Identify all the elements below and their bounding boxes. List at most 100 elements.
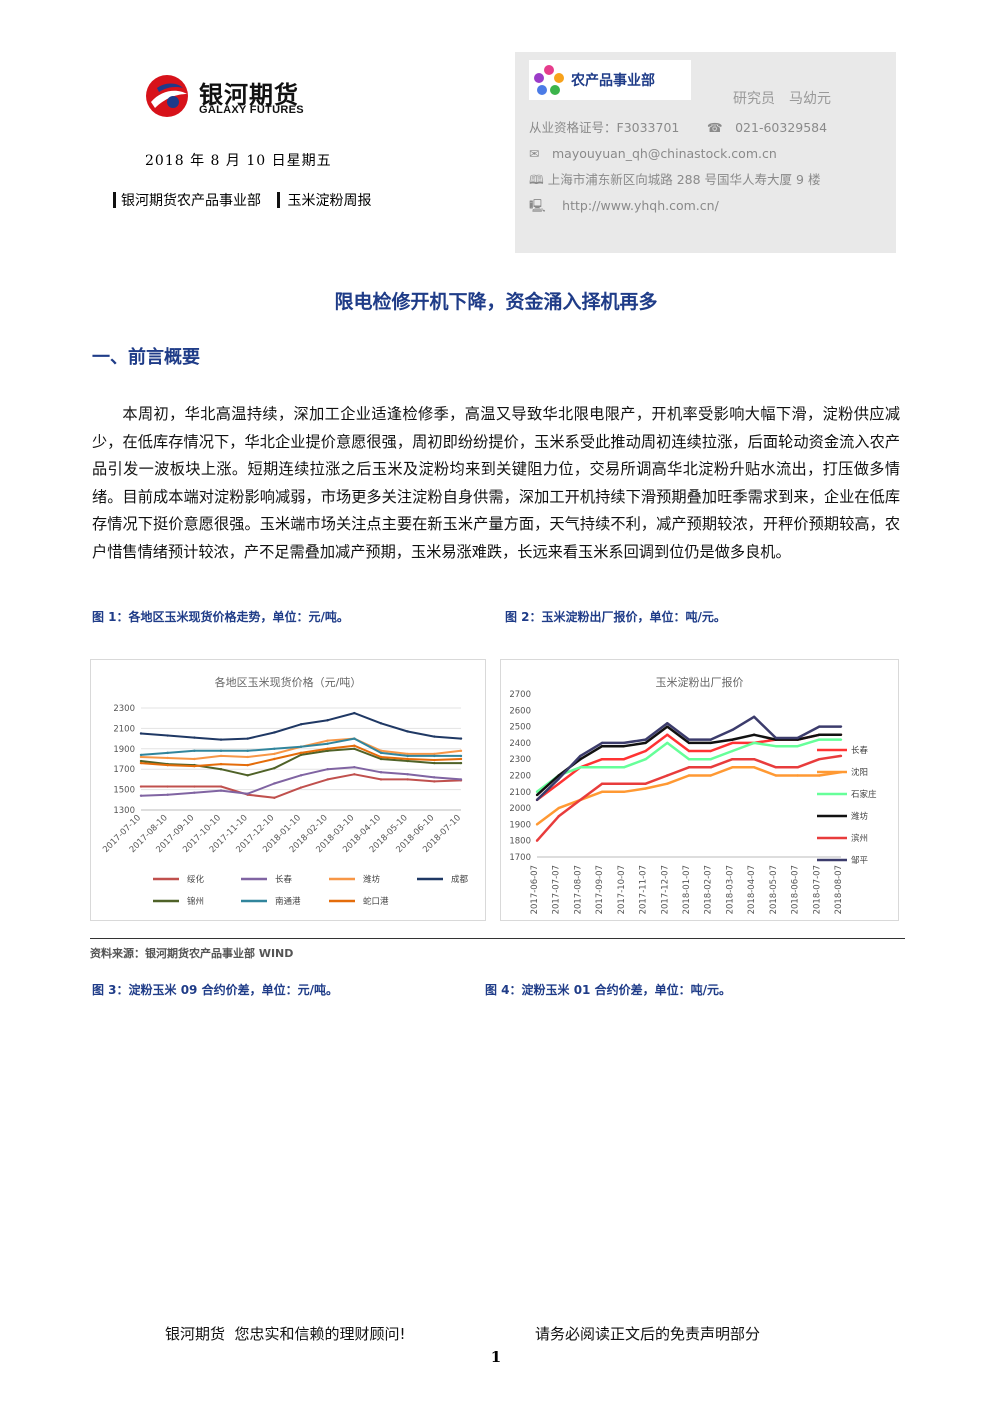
legend-label: 长春 <box>275 874 293 885</box>
data-point <box>139 794 143 797</box>
data-point <box>433 752 436 756</box>
data-point <box>687 758 691 761</box>
legend-label: 潍坊 <box>363 874 381 885</box>
data-point <box>433 758 436 762</box>
data-point <box>406 773 409 776</box>
data-point <box>433 780 436 783</box>
data-point <box>535 798 539 802</box>
data-point <box>557 782 560 785</box>
y-tick-label: 2700 <box>509 690 531 700</box>
data-point <box>579 754 582 758</box>
data-point <box>299 745 303 748</box>
data-point <box>379 755 383 759</box>
data-point <box>379 757 383 761</box>
data-point <box>709 738 712 741</box>
website-row: 🖳 http://www.yhqh.com.cn/ <box>529 195 719 218</box>
data-point <box>752 715 756 719</box>
data-point <box>246 755 249 759</box>
data-point <box>644 749 647 753</box>
data-point <box>731 758 734 761</box>
y-tick-label: 2600 <box>509 706 531 716</box>
data-point <box>535 790 539 793</box>
data-point <box>406 730 409 733</box>
data-point <box>687 774 691 777</box>
figure3-caption: 图 3：淀粉玉米 09 合约价差，单位：元/吨。 <box>92 983 338 997</box>
data-point <box>246 749 249 753</box>
data-point <box>709 774 712 777</box>
dept-tag: 农产品事业部 <box>529 60 691 100</box>
data-point <box>326 742 329 745</box>
data-point <box>557 815 560 818</box>
y-tick-label: 1300 <box>113 806 135 816</box>
x-tick-label: 2018-06-07 <box>791 865 801 914</box>
data-point <box>752 758 756 761</box>
data-point <box>326 768 329 771</box>
dept-bar <box>113 192 116 208</box>
data-point <box>433 754 436 758</box>
data-point <box>379 722 383 725</box>
data-point <box>326 747 329 750</box>
data-point <box>326 739 329 742</box>
email-address[interactable]: mayouyuan_qh@chinastock.com.cn <box>552 146 777 161</box>
logo-text-cn: 银河期货 <box>199 81 299 109</box>
figure1-caption: 图 1：各地区玉米现货价格走势，单位：元/吨。 <box>92 610 349 624</box>
x-tick-label: 2017-10-07 <box>617 865 627 914</box>
data-point <box>379 749 383 753</box>
data-point <box>731 749 734 753</box>
data-point <box>193 764 196 768</box>
y-tick-label: 2300 <box>113 704 135 714</box>
series-line-2 <box>140 766 462 797</box>
data-point <box>406 778 409 781</box>
legend-label: 南通港 <box>275 896 301 907</box>
data-point <box>353 765 356 769</box>
legend-label: 沈阳 <box>851 767 868 778</box>
data-point <box>644 787 647 790</box>
data-point <box>535 823 539 826</box>
agri-dept-logo-icon <box>534 65 564 95</box>
data-point <box>839 738 843 741</box>
data-point <box>839 754 843 758</box>
y-tick-label: 2000 <box>509 804 531 814</box>
license-number: 从业资格证号：F3033701 <box>529 120 680 135</box>
data-point <box>459 757 463 761</box>
data-point <box>557 777 560 780</box>
data-point <box>219 754 223 758</box>
series-line-1 <box>141 773 462 799</box>
phone-row: ☎ 021-60329584 <box>707 117 827 136</box>
section-title: 一、前言概要 <box>92 347 200 368</box>
summary-paragraph: 本周初，华北高温持续，深加工企业适逢检修季，高温又导致华北限电限产，开机率受影响… <box>92 401 900 566</box>
data-point <box>406 752 409 756</box>
phone-number: 021-60329584 <box>735 120 828 135</box>
data-point <box>709 749 712 753</box>
data-point <box>731 741 734 745</box>
data-point <box>731 728 734 732</box>
data-point <box>687 766 691 769</box>
x-tick-label: 2018-04-07 <box>747 865 757 914</box>
chart2-svg: 1700 1800 1900 2000 2100 2200 2300 2400 2500 2600… <box>509 690 877 914</box>
report-title: 限电检修开机下降，资金涌入择机再多 <box>334 291 658 313</box>
data-point <box>557 774 560 777</box>
data-point <box>273 747 276 750</box>
dept-line: 银河期货农产品事业部 玉米淀粉周报 <box>113 190 371 210</box>
legend-label: 石家庄 <box>851 789 877 800</box>
footer-slogan: 银河期货 您忠实和信赖的理财顾问! <box>165 1325 406 1343</box>
website-link[interactable]: http://www.yhqh.com.cn/ <box>562 198 719 213</box>
data-point <box>219 762 223 766</box>
data-point <box>535 839 539 842</box>
data-point <box>273 757 276 761</box>
data-point <box>326 749 329 753</box>
y-tick-label: 2300 <box>509 755 531 765</box>
data-point <box>379 778 383 781</box>
email-row: ✉ mayouyuan_qh@chinastock.com.cn <box>529 143 777 162</box>
data-point <box>774 744 778 748</box>
website-icon: 🖳 <box>529 198 546 213</box>
data-point <box>600 758 604 761</box>
data-point <box>166 751 169 755</box>
series-line-5 <box>536 754 842 842</box>
x-tick-label: 2017-12-07 <box>660 865 670 914</box>
data-point <box>535 793 539 797</box>
data-point <box>379 771 383 774</box>
data-point <box>557 806 560 810</box>
x-tick-label: 2017-09-07 <box>595 865 605 914</box>
chart2-box: 玉米淀粉出厂报价 1700 1800 1900 2000 2100 2200 2300 240… <box>500 659 899 921</box>
